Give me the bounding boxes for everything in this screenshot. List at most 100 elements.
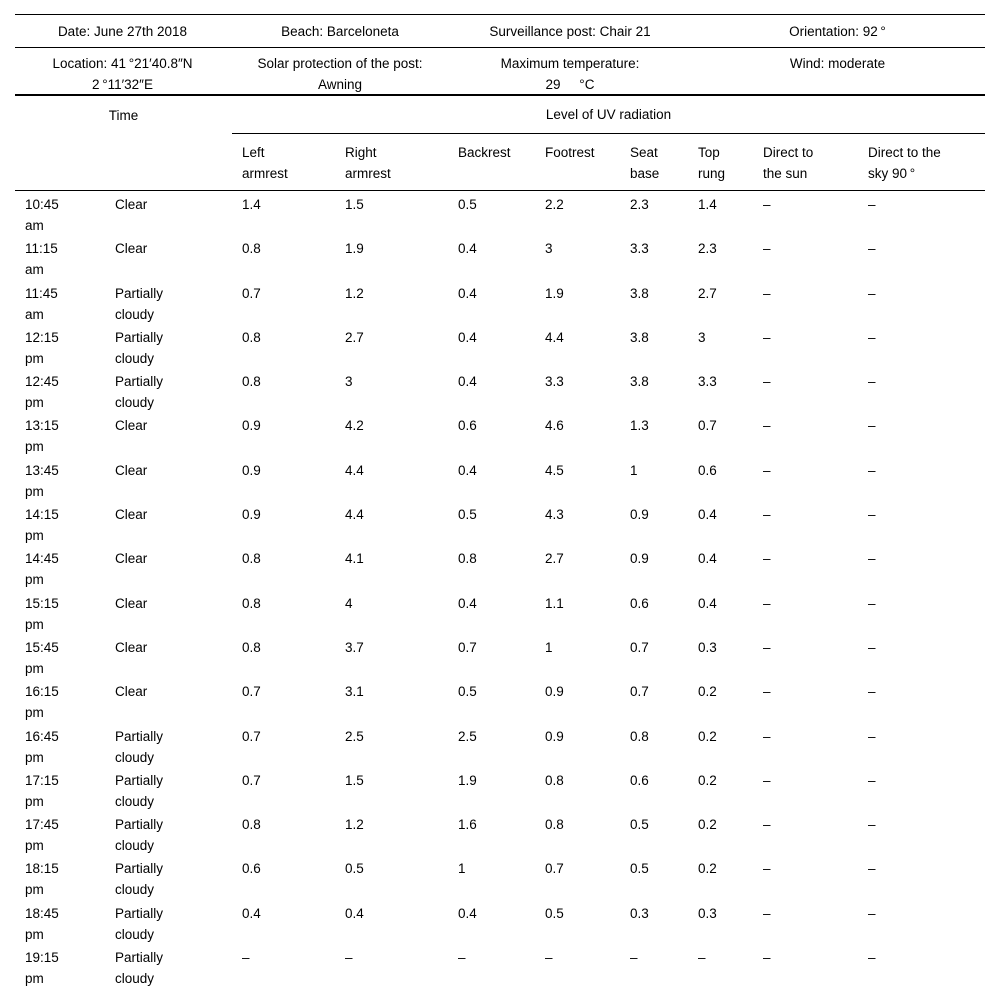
cell-sky-condition: Clear bbox=[115, 241, 148, 257]
cell-backrest: – bbox=[458, 950, 466, 966]
cell-sky-condition: Partially cloudy bbox=[115, 861, 164, 898]
cell-backrest: 0.4 bbox=[458, 374, 477, 390]
table-row: 17:45 pm Partially cloudy 0.8 1.2 1.6 0.8 0.5 0… bbox=[15, 811, 985, 855]
cell-left-armrest: 0.8 bbox=[242, 241, 261, 257]
cell-seat-base: 0.6 bbox=[630, 595, 649, 611]
cell-direct-to-sky: – bbox=[868, 418, 876, 434]
cell-top-rung: 0.3 bbox=[698, 639, 717, 655]
cell-left-armrest: 0.6 bbox=[242, 861, 261, 877]
cell-right-armrest: 1.9 bbox=[345, 241, 364, 257]
table-row: 15:45 pm Clear 0.8 3.7 0.7 1 0.7 0.3 – – bbox=[15, 634, 985, 678]
cell-direct-to-sun: – bbox=[763, 639, 771, 655]
cell-right-armrest: 0.4 bbox=[345, 905, 364, 921]
cell-top-rung: 3 bbox=[698, 329, 706, 345]
cell-left-armrest: 0.8 bbox=[242, 817, 261, 833]
cell-footrest: 1.1 bbox=[545, 595, 564, 611]
column-header-time-spacer bbox=[15, 134, 115, 190]
cell-footrest: 4.4 bbox=[545, 329, 564, 345]
cell-seat-base: 1.3 bbox=[630, 418, 649, 434]
cell-right-armrest: 4.1 bbox=[345, 551, 364, 567]
cell-direct-to-sky: – bbox=[868, 551, 876, 567]
cell-right-armrest: 1.2 bbox=[345, 817, 364, 833]
cell-seat-base: 3.8 bbox=[630, 374, 649, 390]
cell-right-armrest: 1.2 bbox=[345, 285, 364, 301]
cell-direct-to-sky: – bbox=[868, 285, 876, 301]
cell-direct-to-sun: – bbox=[763, 905, 771, 921]
cell-left-armrest: 0.7 bbox=[242, 285, 261, 301]
column-header-right-armrest: Right armrest bbox=[345, 145, 391, 181]
cell-backrest: 0.5 bbox=[458, 197, 477, 212]
cell-footrest: – bbox=[545, 950, 553, 966]
column-header-footrest: Footrest bbox=[545, 145, 595, 160]
cell-time: 12:15 pm bbox=[25, 329, 59, 366]
cell-top-rung: 0.2 bbox=[698, 728, 717, 744]
cell-time: 18:45 pm bbox=[25, 905, 59, 942]
info-beach: Beach: Barceloneta bbox=[281, 23, 399, 39]
cell-direct-to-sun: – bbox=[763, 285, 771, 301]
cell-left-armrest: 0.9 bbox=[242, 507, 261, 523]
column-header-direct-to-sun: Direct to the sun bbox=[763, 145, 814, 181]
info-wind: Wind: moderate bbox=[789, 56, 886, 71]
cell-footrest: 3.3 bbox=[545, 374, 564, 390]
cell-direct-to-sky: – bbox=[868, 507, 876, 523]
cell-top-rung: 0.7 bbox=[698, 418, 717, 434]
cell-left-armrest: 0.7 bbox=[242, 728, 261, 744]
cell-sky-condition: Partially cloudy bbox=[115, 950, 164, 987]
cell-seat-base: 2.3 bbox=[630, 197, 649, 212]
cell-time: 14:45 pm bbox=[25, 551, 59, 588]
column-header-direct-to-sky: Direct to the sky 90 ° bbox=[868, 145, 941, 181]
cell-seat-base: 0.7 bbox=[630, 684, 649, 700]
cell-right-armrest: 0.5 bbox=[345, 861, 364, 877]
uv-measurement-table: Date: June 27th 2018 Beach: Barceloneta … bbox=[15, 14, 985, 988]
table-row: 13:45 pm Clear 0.9 4.4 0.4 4.5 1 0.6 – – bbox=[15, 457, 985, 501]
cell-right-armrest: 4.2 bbox=[345, 418, 364, 434]
cell-top-rung: 0.4 bbox=[698, 595, 717, 611]
cell-seat-base: 0.7 bbox=[630, 639, 649, 655]
info-location: Location: 41 °21′40.8″N 2 °11′32″E bbox=[52, 56, 193, 92]
cell-direct-to-sun: – bbox=[763, 241, 771, 257]
cell-sky-condition: Clear bbox=[115, 551, 148, 567]
cell-sky-condition: Partially cloudy bbox=[115, 374, 164, 411]
cell-direct-to-sky: – bbox=[868, 639, 876, 655]
cell-footrest: 4.3 bbox=[545, 507, 564, 523]
cell-direct-to-sky: – bbox=[868, 905, 876, 921]
cell-top-rung: 0.6 bbox=[698, 462, 717, 478]
cell-top-rung: 2.7 bbox=[698, 285, 717, 301]
cell-sky-condition: Partially cloudy bbox=[115, 905, 164, 942]
cell-direct-to-sky: – bbox=[868, 861, 876, 877]
cell-seat-base: 0.5 bbox=[630, 817, 649, 833]
cell-direct-to-sun: – bbox=[763, 950, 771, 966]
cell-left-armrest: 0.8 bbox=[242, 374, 261, 390]
cell-sky-condition: Clear bbox=[115, 595, 148, 611]
cell-backrest: 0.5 bbox=[458, 684, 477, 700]
cell-left-armrest: 0.8 bbox=[242, 329, 261, 345]
cell-direct-to-sun: – bbox=[763, 551, 771, 567]
cell-top-rung: 0.2 bbox=[698, 684, 717, 700]
table-row: 18:45 pm Partially cloudy 0.4 0.4 0.4 0.5 0.3 0… bbox=[15, 900, 985, 944]
info-row-1: Date: June 27th 2018 Beach: Barceloneta … bbox=[15, 15, 985, 48]
cell-direct-to-sky: – bbox=[868, 329, 876, 345]
cell-direct-to-sun: – bbox=[763, 595, 771, 611]
cell-footrest: 2.2 bbox=[545, 197, 564, 212]
cell-left-armrest: 0.8 bbox=[242, 551, 261, 567]
cell-seat-base: 3.3 bbox=[630, 241, 649, 257]
cell-time: 11:15 am bbox=[25, 241, 58, 278]
cell-time: 18:15 pm bbox=[25, 861, 59, 898]
uv-group-header: Level of UV radiation bbox=[232, 96, 985, 134]
cell-left-armrest: 0.8 bbox=[242, 595, 261, 611]
table-row: 17:15 pm Partially cloudy 0.7 1.5 1.9 0.8 0.6 0… bbox=[15, 767, 985, 811]
cell-left-armrest: 0.8 bbox=[242, 639, 261, 655]
cell-time: 10:45 am bbox=[25, 197, 59, 233]
cell-left-armrest: 0.9 bbox=[242, 462, 261, 478]
group-header-row: Time Level of UV radiation bbox=[15, 96, 985, 134]
cell-top-rung: 0.4 bbox=[698, 551, 717, 567]
table-row: 13:15 pm Clear 0.9 4.2 0.6 4.6 1.3 0.7 – – bbox=[15, 412, 985, 456]
cell-right-armrest: 3 bbox=[345, 374, 353, 390]
column-header-top-rung: Top rung bbox=[698, 145, 726, 181]
table-row: 11:15 am Clear 0.8 1.9 0.4 3 3.3 2.3 – – bbox=[15, 235, 985, 279]
cell-direct-to-sky: – bbox=[868, 950, 876, 966]
cell-footrest: 0.9 bbox=[545, 728, 564, 744]
cell-top-rung: 0.3 bbox=[698, 905, 717, 921]
cell-sky-condition: Clear bbox=[115, 462, 148, 478]
column-header-left-armrest: Left armrest bbox=[242, 145, 288, 181]
